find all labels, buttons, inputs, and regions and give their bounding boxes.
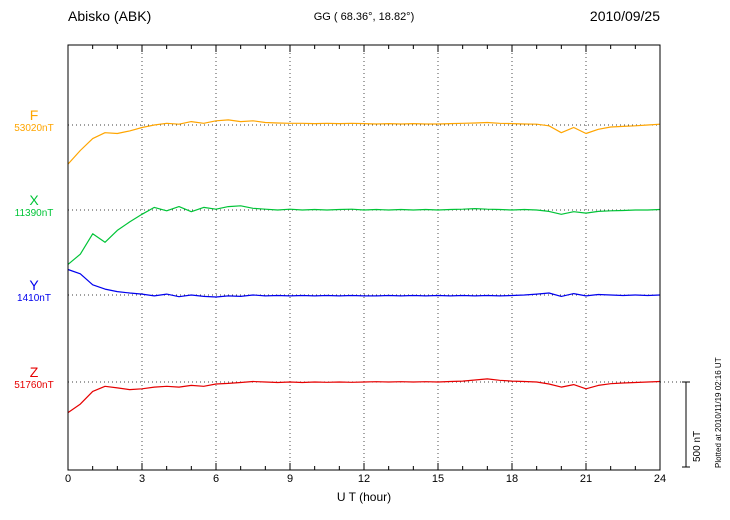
- x-tick-label: 18: [505, 473, 519, 485]
- x-tick-label: 6: [212, 473, 220, 485]
- channel-baseline-value: 53020nT: [14, 123, 54, 134]
- channel-label-Y: Y 1410nT: [4, 278, 64, 305]
- channel-label-Z: Z 51760nT: [4, 365, 64, 392]
- trace-F: [67, 119, 661, 165]
- x-tick-label: 0: [64, 473, 72, 485]
- trace-Z: [67, 378, 661, 414]
- x-axis-title: U T (hour): [336, 490, 392, 504]
- scale-bar-label: 500 nT: [692, 430, 703, 462]
- x-tick-label: 9: [286, 473, 294, 485]
- channel-letter: F: [29, 107, 39, 123]
- x-tick-label: 15: [431, 473, 445, 485]
- trace-X: [67, 205, 661, 265]
- x-tick-label: 12: [357, 473, 371, 485]
- channel-label-F: F 53020nT: [4, 108, 64, 135]
- channel-letter: Y: [29, 277, 39, 293]
- plot-border: [67, 44, 661, 471]
- channel-label-X: X 11390nT: [4, 193, 64, 220]
- x-tick-label: 3: [138, 473, 146, 485]
- plot-date: 2010/09/25: [589, 8, 660, 24]
- station-title: Abisko (ABK): [68, 8, 152, 24]
- channel-baseline-value: 1410nT: [17, 293, 51, 304]
- channel-baseline-value: 11390nT: [14, 208, 54, 219]
- x-axis-tick-labels: 0 3 6 9 12 15 18 21 24: [0, 473, 730, 487]
- trace-Y: [67, 268, 661, 298]
- x-tick-label: 21: [579, 473, 593, 485]
- x-tick-label: 24: [653, 473, 667, 485]
- geographic-coordinates: GG ( 68.36°, 18.82°): [313, 11, 415, 23]
- channel-baseline-value: 51760nT: [14, 380, 54, 391]
- channel-letter: Z: [29, 364, 39, 380]
- plotted-at-timestamp: Plotted at 2010/11/19 02:16 UT: [714, 357, 723, 468]
- channel-letter: X: [29, 192, 39, 208]
